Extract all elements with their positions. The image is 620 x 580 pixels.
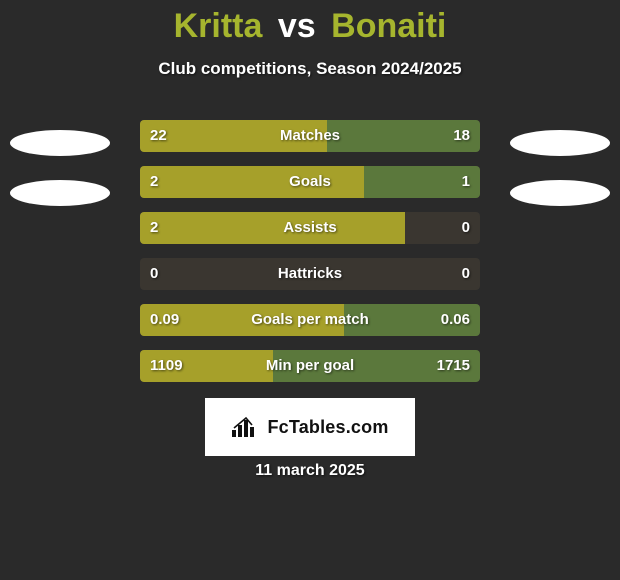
avatar <box>510 180 610 206</box>
stat-label: Assists <box>140 212 480 244</box>
stat-label: Goals <box>140 166 480 198</box>
stat-row: 2218Matches <box>140 120 480 152</box>
stat-label: Hattricks <box>140 258 480 290</box>
stat-row: 21Goals <box>140 166 480 198</box>
bars-icon <box>231 416 259 438</box>
stats-area: 2218Matches 21Goals 20Assists 00Hattricks 0.… <box>140 120 480 396</box>
date: 11 march 2025 <box>0 462 620 480</box>
stat-label: Min per goal <box>140 350 480 382</box>
comparison-card: Kritta vs Bonaiti Club competitions, Sea… <box>0 8 620 580</box>
player1-avatar-col <box>0 120 120 230</box>
player2-avatar-col <box>500 120 620 230</box>
stat-row: 20Assists <box>140 212 480 244</box>
stat-label: Goals per match <box>140 304 480 336</box>
title-player2: Bonaiti <box>331 7 446 45</box>
avatar <box>510 130 610 156</box>
page-title: Kritta vs Bonaiti <box>0 8 620 45</box>
stat-row: 11091715Min per goal <box>140 350 480 382</box>
subtitle: Club competitions, Season 2024/2025 <box>0 59 620 79</box>
title-vs: vs <box>278 7 316 45</box>
stat-row: 0.090.06Goals per match <box>140 304 480 336</box>
brand-box: FcTables.com <box>205 398 415 456</box>
stat-label: Matches <box>140 120 480 152</box>
title-player1: Kritta <box>174 7 263 45</box>
stat-row: 00Hattricks <box>140 258 480 290</box>
avatar <box>10 180 110 206</box>
brand-text: FcTables.com <box>267 417 388 438</box>
avatar <box>10 130 110 156</box>
